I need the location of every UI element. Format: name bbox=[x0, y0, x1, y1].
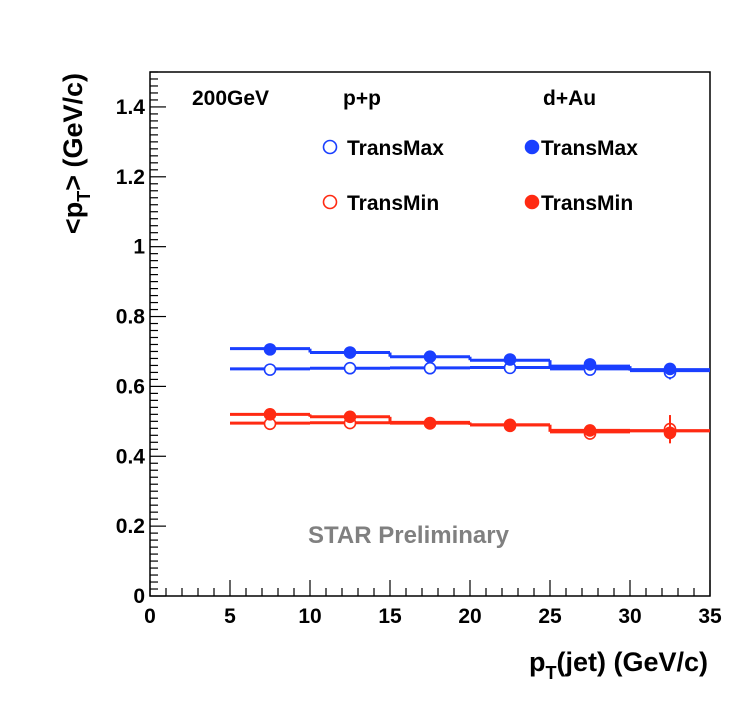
x-tick-label: 35 bbox=[698, 605, 722, 628]
y-axis-title: <pT> (GeV/c) bbox=[58, 73, 94, 234]
x-tick-label: 5 bbox=[224, 605, 236, 628]
data-point bbox=[503, 353, 517, 366]
data-point bbox=[343, 410, 357, 424]
y-axis-title-pre: <p bbox=[58, 202, 88, 234]
data-point bbox=[343, 361, 357, 375]
data-point bbox=[263, 363, 277, 376]
legend-label: TransMin bbox=[347, 192, 439, 215]
legend-marker bbox=[524, 139, 540, 155]
x-tick-label: 30 bbox=[618, 605, 641, 628]
x-tick-label: 20 bbox=[458, 605, 481, 628]
energy-label: 200GeV bbox=[192, 87, 269, 110]
group-label-pp: p+p bbox=[343, 87, 381, 110]
data-point bbox=[583, 424, 597, 437]
x-tick-label: 10 bbox=[298, 605, 321, 628]
series-transmin-pp bbox=[230, 415, 710, 443]
x-axis-title-sub: T bbox=[545, 663, 556, 683]
plot-frame bbox=[149, 71, 711, 597]
legend-marker bbox=[524, 194, 540, 210]
data-point bbox=[583, 358, 597, 371]
y-axis-title-sub: T bbox=[74, 191, 94, 202]
group-label-dau: d+Au bbox=[543, 87, 596, 110]
data-point bbox=[263, 343, 277, 356]
y-tick-label: 1.2 bbox=[116, 166, 145, 189]
x-axis-title-main: p bbox=[529, 647, 546, 677]
legend-label: TransMin bbox=[541, 192, 633, 215]
data-point bbox=[503, 418, 517, 432]
legend-marker bbox=[322, 194, 338, 210]
y-tick-label: 0.4 bbox=[116, 445, 146, 468]
x-tick-label: 25 bbox=[538, 605, 562, 628]
y-tick-label: 0 bbox=[133, 585, 145, 608]
data-point bbox=[423, 361, 437, 375]
series-transmin-dau bbox=[230, 408, 710, 444]
y-tick-label: 0.8 bbox=[116, 306, 146, 329]
axis-ticks: 0 5 10 15 20 25 30 35 0 0.2 0.4 0.6 0.8 1 1.2 1.4 bbox=[116, 71, 722, 628]
y-tick-label: 1 bbox=[133, 236, 145, 259]
data-point bbox=[423, 417, 437, 430]
series-transmax-dau bbox=[230, 343, 710, 376]
x-axis-title-rest: (jet) (GeV/c) bbox=[556, 647, 708, 677]
x-tick-label: 0 bbox=[144, 605, 156, 628]
data-series bbox=[230, 343, 710, 444]
watermark-text: STAR Preliminary bbox=[308, 522, 510, 549]
y-tick-label: 0.6 bbox=[116, 375, 145, 398]
legend-marker bbox=[322, 139, 338, 155]
x-axis-title: pT(jet) (GeV/c) bbox=[529, 647, 708, 683]
legend-label: TransMax bbox=[347, 137, 444, 160]
x-tick-label: 15 bbox=[378, 605, 402, 628]
data-point bbox=[263, 408, 277, 421]
data-point bbox=[663, 362, 677, 376]
data-point bbox=[343, 346, 357, 359]
data-point bbox=[423, 350, 437, 364]
legend-label: TransMax bbox=[541, 137, 638, 160]
y-tick-label: 1.4 bbox=[116, 96, 146, 119]
legend: TransMax TransMax TransMin TransMin bbox=[322, 137, 638, 215]
y-axis-title-rest: > (GeV/c) bbox=[58, 73, 88, 191]
data-point bbox=[663, 426, 677, 440]
y-tick-label: 0.2 bbox=[116, 515, 145, 538]
